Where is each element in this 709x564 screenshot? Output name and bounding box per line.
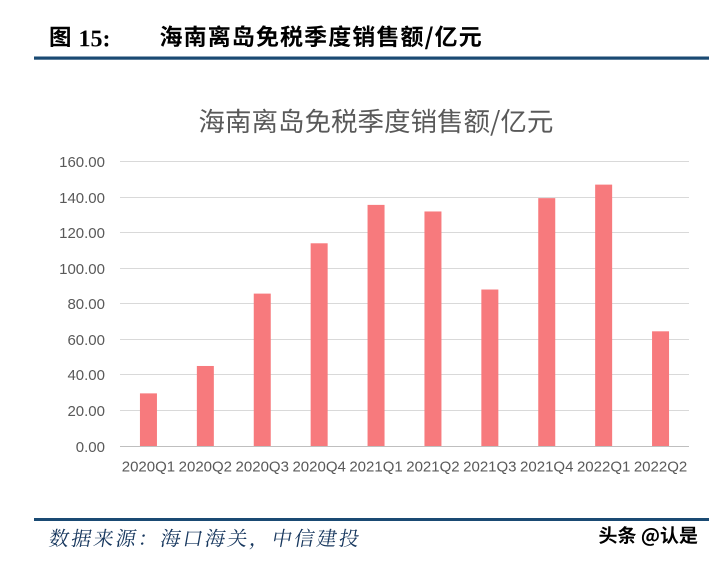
svg-text:160.00: 160.00	[59, 154, 105, 171]
svg-text:60.00: 60.00	[67, 332, 105, 349]
svg-text:2020Q1: 2020Q1	[122, 459, 175, 476]
svg-text:140.00: 140.00	[59, 190, 105, 207]
svg-text:2020Q4: 2020Q4	[292, 459, 345, 476]
svg-text:2021Q3: 2021Q3	[463, 459, 516, 476]
svg-text:0.00: 0.00	[76, 439, 105, 456]
svg-text:100.00: 100.00	[59, 261, 105, 278]
svg-text:2021Q1: 2021Q1	[349, 459, 402, 476]
svg-text:2022Q1: 2022Q1	[577, 459, 630, 476]
svg-text:2021Q2: 2021Q2	[406, 459, 459, 476]
svg-text:2020Q3: 2020Q3	[236, 459, 289, 476]
svg-text:40.00: 40.00	[67, 367, 105, 384]
svg-text:2020Q2: 2020Q2	[179, 459, 232, 476]
svg-text:20.00: 20.00	[67, 403, 105, 420]
svg-text:80.00: 80.00	[67, 296, 105, 313]
svg-text:120.00: 120.00	[59, 225, 105, 242]
svg-text:2021Q4: 2021Q4	[520, 459, 573, 476]
svg-text:2022Q2: 2022Q2	[634, 459, 687, 476]
